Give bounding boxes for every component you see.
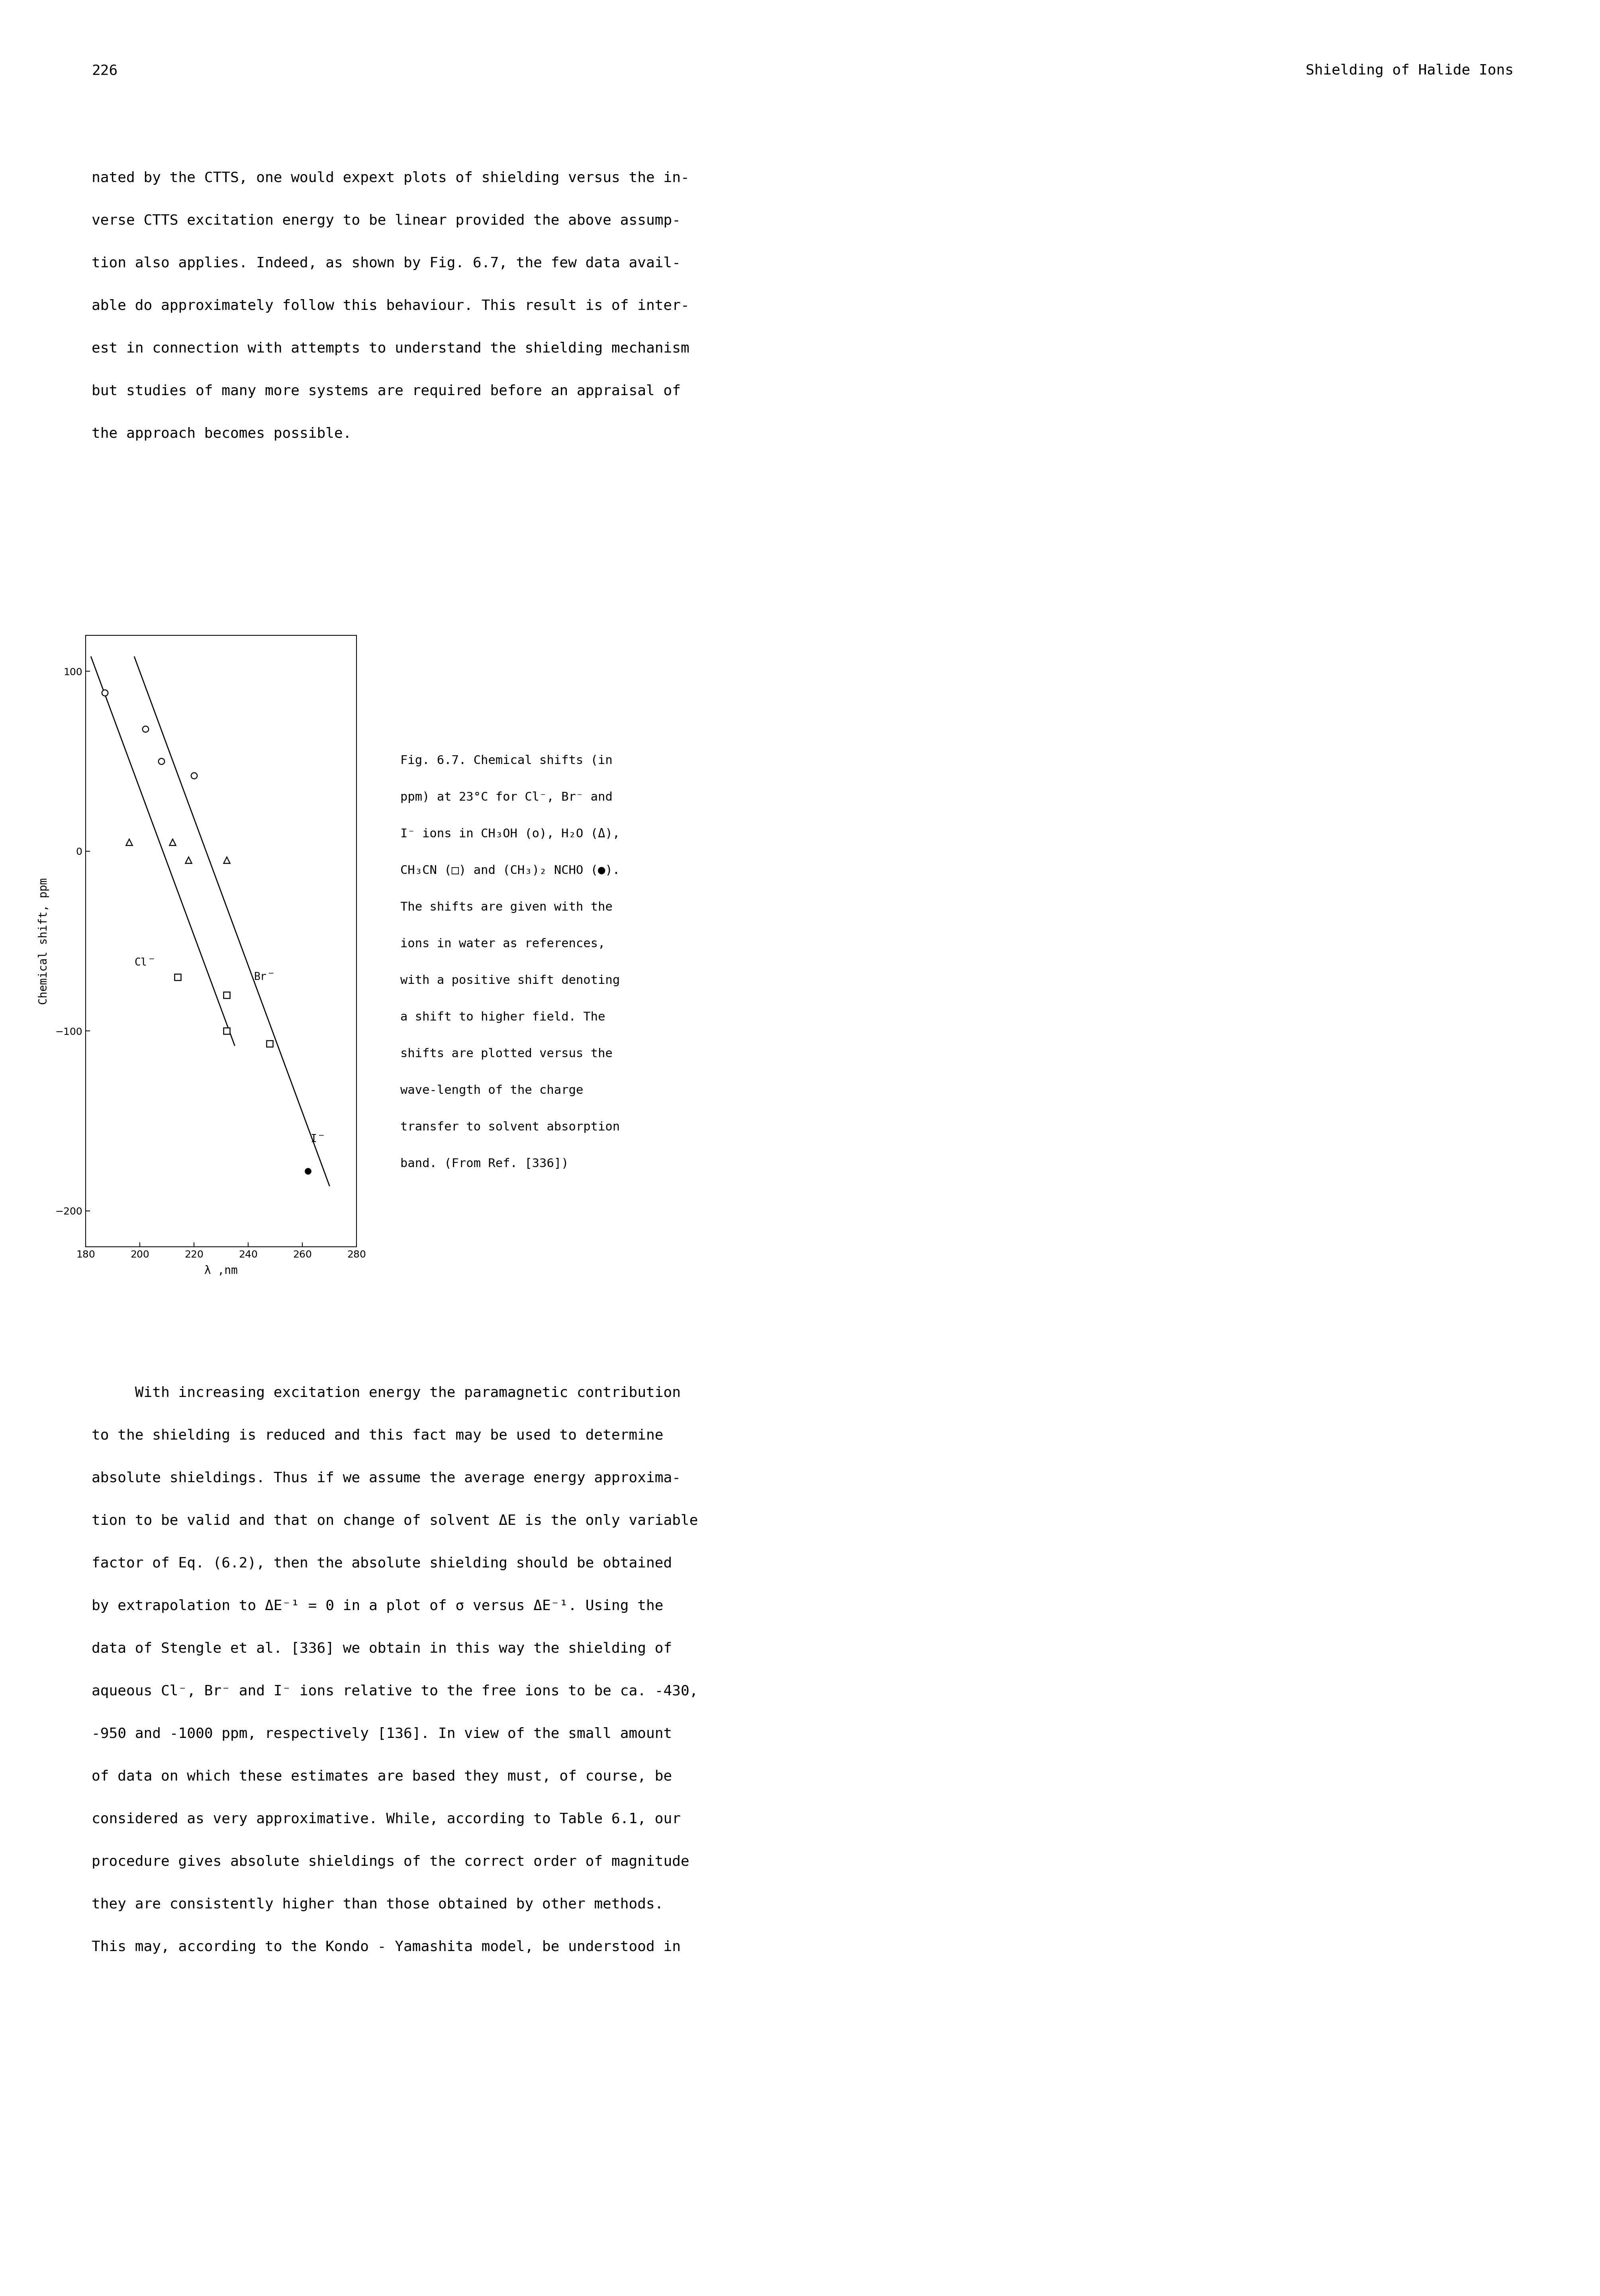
X-axis label: λ ,nm: λ ,nm [205, 1265, 238, 1277]
Text: the approach becomes possible.: the approach becomes possible. [91, 427, 352, 441]
Text: Br$^-$: Br$^-$ [253, 971, 274, 983]
Text: considered as very approximative. While, according to Table 6.1, our: considered as very approximative. While,… [91, 1812, 680, 1825]
Y-axis label: Chemical shift, ppm: Chemical shift, ppm [38, 877, 50, 1003]
Text: data of Stengle et al. [336] we obtain in this way the shielding of: data of Stengle et al. [336] we obtain i… [91, 1642, 672, 1655]
Text: verse CTTS excitation energy to be linear provided the above assump-: verse CTTS excitation energy to be linea… [91, 214, 680, 227]
Text: shifts are plotted versus the: shifts are plotted versus the [400, 1047, 613, 1058]
Text: they are consistently higher than those obtained by other methods.: they are consistently higher than those … [91, 1899, 664, 1910]
Text: Cl$^-$: Cl$^-$ [134, 957, 155, 969]
Text: able do approximately follow this behaviour. This result is of inter-: able do approximately follow this behavi… [91, 298, 690, 312]
Text: nated by the CTTS, one would expext plots of shielding versus the in-: nated by the CTTS, one would expext plot… [91, 172, 690, 184]
Text: by extrapolation to ΔE⁻¹ = 0 in a plot of σ versus ΔE⁻¹. Using the: by extrapolation to ΔE⁻¹ = 0 in a plot o… [91, 1600, 664, 1612]
Text: band. (From Ref. [336]): band. (From Ref. [336]) [400, 1157, 568, 1169]
Text: wave-length of the charge: wave-length of the charge [400, 1084, 584, 1095]
Text: Fig. 6.7. Chemical shifts (in: Fig. 6.7. Chemical shifts (in [400, 755, 613, 767]
Text: With increasing excitation energy the paramagnetic contribution: With increasing excitation energy the pa… [91, 1387, 680, 1401]
Text: ions in water as references,: ions in water as references, [400, 939, 605, 951]
Text: This may, according to the Kondo - Yamashita model, be understood in: This may, according to the Kondo - Yamas… [91, 1940, 680, 1954]
Text: a shift to higher field. The: a shift to higher field. The [400, 1010, 605, 1024]
Text: aqueous Cl⁻, Br⁻ and I⁻ ions relative to the free ions to be ca. -430,: aqueous Cl⁻, Br⁻ and I⁻ ions relative to… [91, 1685, 698, 1699]
Text: The shifts are given with the: The shifts are given with the [400, 902, 613, 914]
Text: tion also applies. Indeed, as shown by Fig. 6.7, the few data avail-: tion also applies. Indeed, as shown by F… [91, 257, 680, 271]
Text: CH₃CN (□) and (CH₃)₂ NCHO (●).: CH₃CN (□) and (CH₃)₂ NCHO (●). [400, 866, 619, 877]
Text: I$^-$: I$^-$ [310, 1134, 325, 1143]
Text: 226: 226 [91, 64, 118, 78]
Text: absolute shieldings. Thus if we assume the average energy approxima-: absolute shieldings. Thus if we assume t… [91, 1472, 680, 1486]
Text: transfer to solvent absorption: transfer to solvent absorption [400, 1120, 619, 1132]
Text: but studies of many more systems are required before an appraisal of: but studies of many more systems are req… [91, 383, 680, 397]
Text: -950 and -1000 ppm, respectively [136]. In view of the small amount: -950 and -1000 ppm, respectively [136]. … [91, 1727, 672, 1740]
Text: of data on which these estimates are based they must, of course, be: of data on which these estimates are bas… [91, 1770, 672, 1784]
Text: I⁻ ions in CH₃OH (o), H₂O (Δ),: I⁻ ions in CH₃OH (o), H₂O (Δ), [400, 829, 619, 840]
Text: factor of Eq. (6.2), then the absolute shielding should be obtained: factor of Eq. (6.2), then the absolute s… [91, 1557, 672, 1570]
Text: ppm) at 23°C for Cl⁻, Br⁻ and: ppm) at 23°C for Cl⁻, Br⁻ and [400, 792, 613, 804]
Text: tion to be valid and that on change of solvent ΔE is the only variable: tion to be valid and that on change of s… [91, 1513, 698, 1527]
Text: Shielding of Halide Ions: Shielding of Halide Ions [1306, 64, 1514, 78]
Text: to the shielding is reduced and this fact may be used to determine: to the shielding is reduced and this fac… [91, 1428, 664, 1442]
Text: procedure gives absolute shieldings of the correct order of magnitude: procedure gives absolute shieldings of t… [91, 1855, 690, 1869]
Text: est in connection with attempts to understand the shielding mechanism: est in connection with attempts to under… [91, 342, 690, 356]
Text: with a positive shift denoting: with a positive shift denoting [400, 976, 619, 987]
